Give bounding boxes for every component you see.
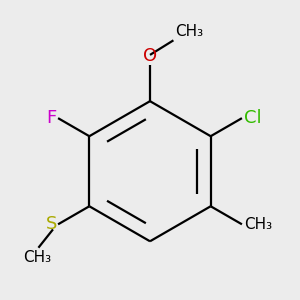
Text: S: S [45, 215, 57, 233]
Text: CH₃: CH₃ [244, 217, 272, 232]
Text: O: O [143, 47, 157, 65]
Text: Cl: Cl [244, 109, 261, 127]
Text: CH₃: CH₃ [23, 250, 51, 265]
Text: CH₃: CH₃ [175, 24, 203, 39]
Text: F: F [46, 109, 56, 127]
